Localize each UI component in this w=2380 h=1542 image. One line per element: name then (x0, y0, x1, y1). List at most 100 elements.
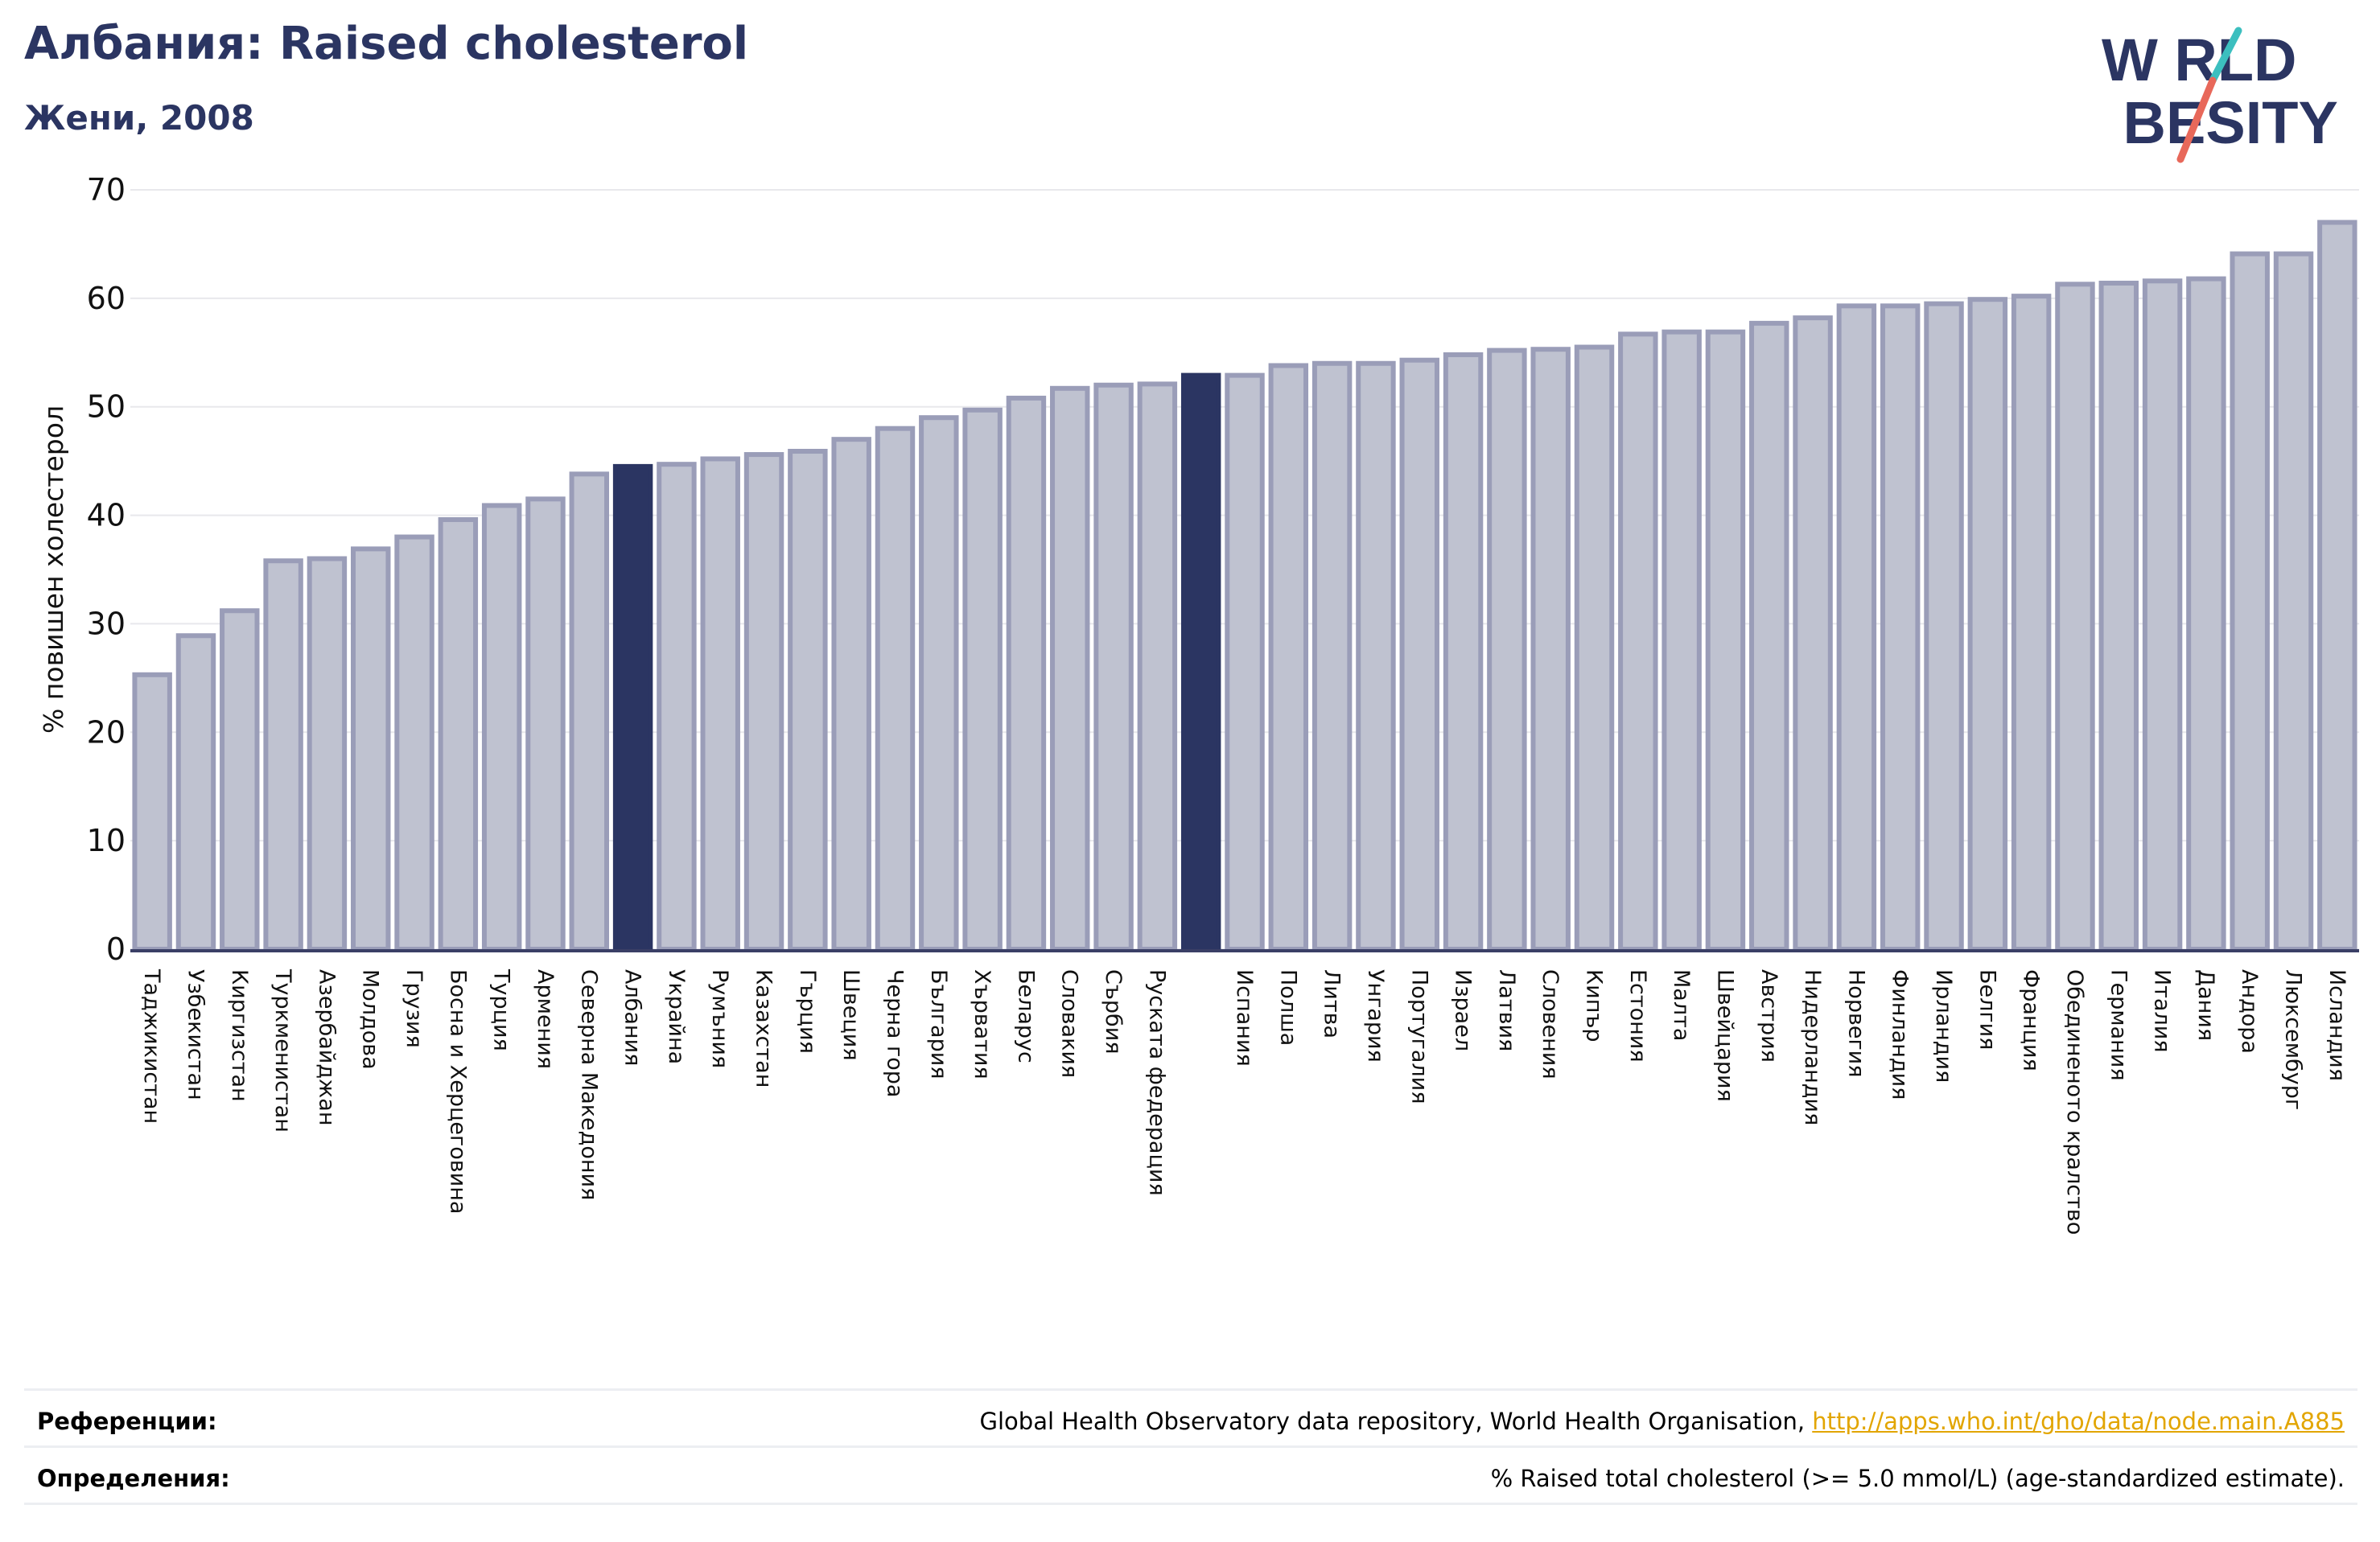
bar-Дания (2186, 276, 2226, 952)
logo-slash-bottom (2176, 76, 2217, 163)
divider-bottom (24, 1503, 2357, 1505)
x-tick-label: Словения (1538, 969, 1563, 1079)
chart-subtitle: Жени, 2008 (24, 98, 254, 138)
bar-Полша (1268, 363, 1309, 952)
bar-Обединеното кралство (2055, 282, 2095, 952)
x-tick-label: Полша (1275, 969, 1300, 1046)
x-tick-label: Израел (1451, 969, 1476, 1051)
x-tick-label: Албания (620, 969, 645, 1066)
x-tick-label: Киргизстан (227, 969, 252, 1102)
x-tick-label: Беларус (1013, 969, 1038, 1063)
x-tick-label: Норвегия (1843, 969, 1868, 1077)
logo-line-2: BESITY (2106, 89, 2338, 156)
definitions-label: Определения: (37, 1465, 230, 1492)
x-tick-label: България (926, 969, 951, 1079)
references-text: Global Health Observatory data repositor… (979, 1408, 1813, 1435)
x-tick-label: Малта (1669, 969, 1694, 1041)
y-tick-label: 20 (87, 714, 126, 750)
bar-Румъния (700, 456, 740, 952)
x-tick-label: Сърбия (1101, 969, 1126, 1055)
x-tick-label: Украйна (664, 969, 689, 1064)
x-tick-label: Ирландия (1931, 969, 1956, 1083)
bar-Казахстан (743, 452, 784, 952)
logo-line-1: W RLD (2102, 27, 2297, 93)
x-tick-label: Латвия (1494, 969, 1519, 1051)
bar-Словения (1530, 347, 1571, 952)
logo-slash-top (2209, 27, 2242, 84)
x-tick-label: Португалия (1406, 969, 1431, 1104)
y-axis-label: % повишен холестерол (38, 405, 69, 734)
bar-Кипър (1574, 344, 1615, 952)
y-tick-label: 50 (87, 389, 126, 425)
bar-Албания (612, 463, 653, 952)
bar-Латвия (1487, 347, 1527, 952)
bar-Португалия (1399, 357, 1439, 952)
x-tick-label: Азербайджан (314, 969, 339, 1126)
references-label: Референции: (37, 1408, 217, 1435)
bar-Исландия (2317, 220, 2357, 952)
x-tick-label: Северна Македония (576, 969, 601, 1200)
bar-Северна Македония (569, 471, 610, 952)
x-tick-label: Обединеното кралство (2062, 969, 2087, 1235)
bar-Черна гора (875, 426, 916, 952)
bar-Финландия (1880, 303, 1921, 952)
bar-Швеция (831, 437, 871, 952)
x-tick-label: Швейцария (1712, 969, 1737, 1102)
y-tick-label: 30 (87, 606, 126, 641)
bar-unlabelled (1180, 372, 1221, 952)
bar-Швейцария (1705, 329, 1746, 952)
bar-Ирландия (1924, 301, 1964, 952)
x-tick-label: Армения (533, 969, 558, 1069)
bar-chart: 0 10 20 30 40 50 60 70 Таджикистан Узбекистан Кир… (38, 172, 2359, 1235)
x-tick-label: Турция (489, 968, 514, 1051)
x-tick-label: Гърция (795, 969, 820, 1054)
x-tick-label: Босна и Херцеговина (445, 969, 470, 1214)
divider-top (24, 1388, 2357, 1391)
bar-Руската федерация (1137, 381, 1178, 952)
x-tick-label: Нидерландия (1800, 969, 1825, 1125)
x-tick-label: Черна гора (882, 969, 907, 1097)
references-row: Референции: Global Health Observatory da… (24, 1392, 2357, 1448)
x-tick-label: Таджикистан (139, 968, 164, 1124)
x-tick-label: Молдова (358, 969, 383, 1070)
x-tick-label: Исландия (2324, 969, 2349, 1081)
y-tick-label: 70 (87, 172, 126, 208)
bar-Узбекистан (175, 633, 216, 952)
bar-Белгия (1967, 297, 2008, 952)
bar-Унгария (1356, 360, 1396, 952)
bar-Молдова (351, 546, 391, 952)
bar-Австрия (1749, 320, 1789, 952)
x-tick-label: Казахстан (751, 969, 776, 1088)
bar-Таджикистан (132, 672, 172, 952)
bar-Андора (2230, 251, 2270, 952)
bar-Германия (2098, 280, 2139, 952)
bar-Нидерландия (1793, 315, 1833, 952)
bar-Италия (2142, 278, 2183, 952)
x-tick-label: Белгия (1974, 969, 1999, 1050)
bar-Армения (525, 496, 566, 952)
references-link[interactable]: http://apps.who.int/gho/data/node.main.A… (1812, 1408, 2345, 1435)
definitions-text: % Raised total cholesterol (>= 5.0 mmol/… (1490, 1465, 2345, 1492)
x-tick-label: Узбекистан (183, 969, 208, 1100)
y-tick-label: 0 (106, 931, 126, 967)
x-tick-label: Андора (2237, 969, 2262, 1054)
bar-Гърция (788, 449, 828, 952)
y-tick-label: 10 (87, 823, 126, 858)
world-obesity-logo: W RLD BESITY (2102, 27, 2338, 163)
bar-Испания (1225, 372, 1265, 952)
bar-Люксембург (2273, 251, 2314, 952)
bar-Израел (1443, 352, 1484, 952)
bar-България (919, 415, 959, 952)
y-tick-labels: 0 10 20 30 40 50 60 70 (87, 172, 126, 967)
x-tick-label: Унгария (1363, 969, 1388, 1063)
bar-Босна и Херцеговина (438, 516, 479, 952)
x-tick-label: Словакия (1057, 969, 1082, 1078)
bars (132, 220, 2357, 952)
references-value: Global Health Observatory data repositor… (980, 1408, 2345, 1435)
x-tick-label: Швеция (838, 969, 863, 1061)
x-tick-label: Румъния (707, 969, 732, 1068)
x-tick-label: Естония (1625, 969, 1650, 1063)
bar-Киргизстан (220, 608, 260, 952)
y-tick-label: 60 (87, 281, 126, 316)
bar-Азербайджан (307, 556, 348, 952)
